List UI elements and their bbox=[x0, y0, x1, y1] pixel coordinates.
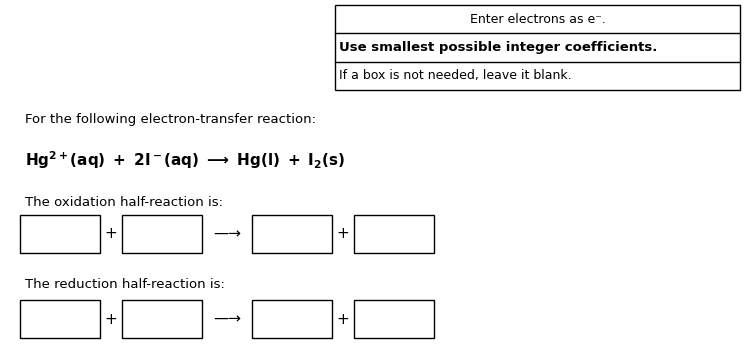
Text: The reduction half-reaction is:: The reduction half-reaction is: bbox=[25, 278, 225, 291]
Bar bbox=[20, 300, 100, 338]
Text: +: + bbox=[104, 312, 118, 326]
Bar bbox=[252, 300, 332, 338]
Text: +: + bbox=[337, 312, 349, 326]
Bar bbox=[122, 300, 202, 338]
Text: —→: —→ bbox=[213, 312, 241, 326]
Bar bbox=[20, 215, 100, 253]
Bar bbox=[354, 300, 434, 338]
Bar bbox=[354, 215, 434, 253]
Text: Enter electrons as e⁻.: Enter electrons as e⁻. bbox=[469, 13, 606, 26]
Bar bbox=[335, 5, 740, 90]
Text: —→: —→ bbox=[213, 226, 241, 242]
Text: Use smallest possible integer coefficients.: Use smallest possible integer coefficien… bbox=[339, 41, 657, 54]
Text: The oxidation half-reaction is:: The oxidation half-reaction is: bbox=[25, 196, 223, 209]
Text: +: + bbox=[337, 226, 349, 242]
Text: +: + bbox=[104, 226, 118, 242]
Bar bbox=[252, 215, 332, 253]
Bar bbox=[122, 215, 202, 253]
Text: $\mathbf{Hg^{2+}(aq)\ +\ 2I^-(aq)\ \longrightarrow\ Hg(l)\ +\ I_2(s)}$: $\mathbf{Hg^{2+}(aq)\ +\ 2I^-(aq)\ \long… bbox=[25, 149, 345, 171]
Text: If a box is not needed, leave it blank.: If a box is not needed, leave it blank. bbox=[339, 69, 571, 82]
Text: For the following electron-transfer reaction:: For the following electron-transfer reac… bbox=[25, 113, 316, 126]
